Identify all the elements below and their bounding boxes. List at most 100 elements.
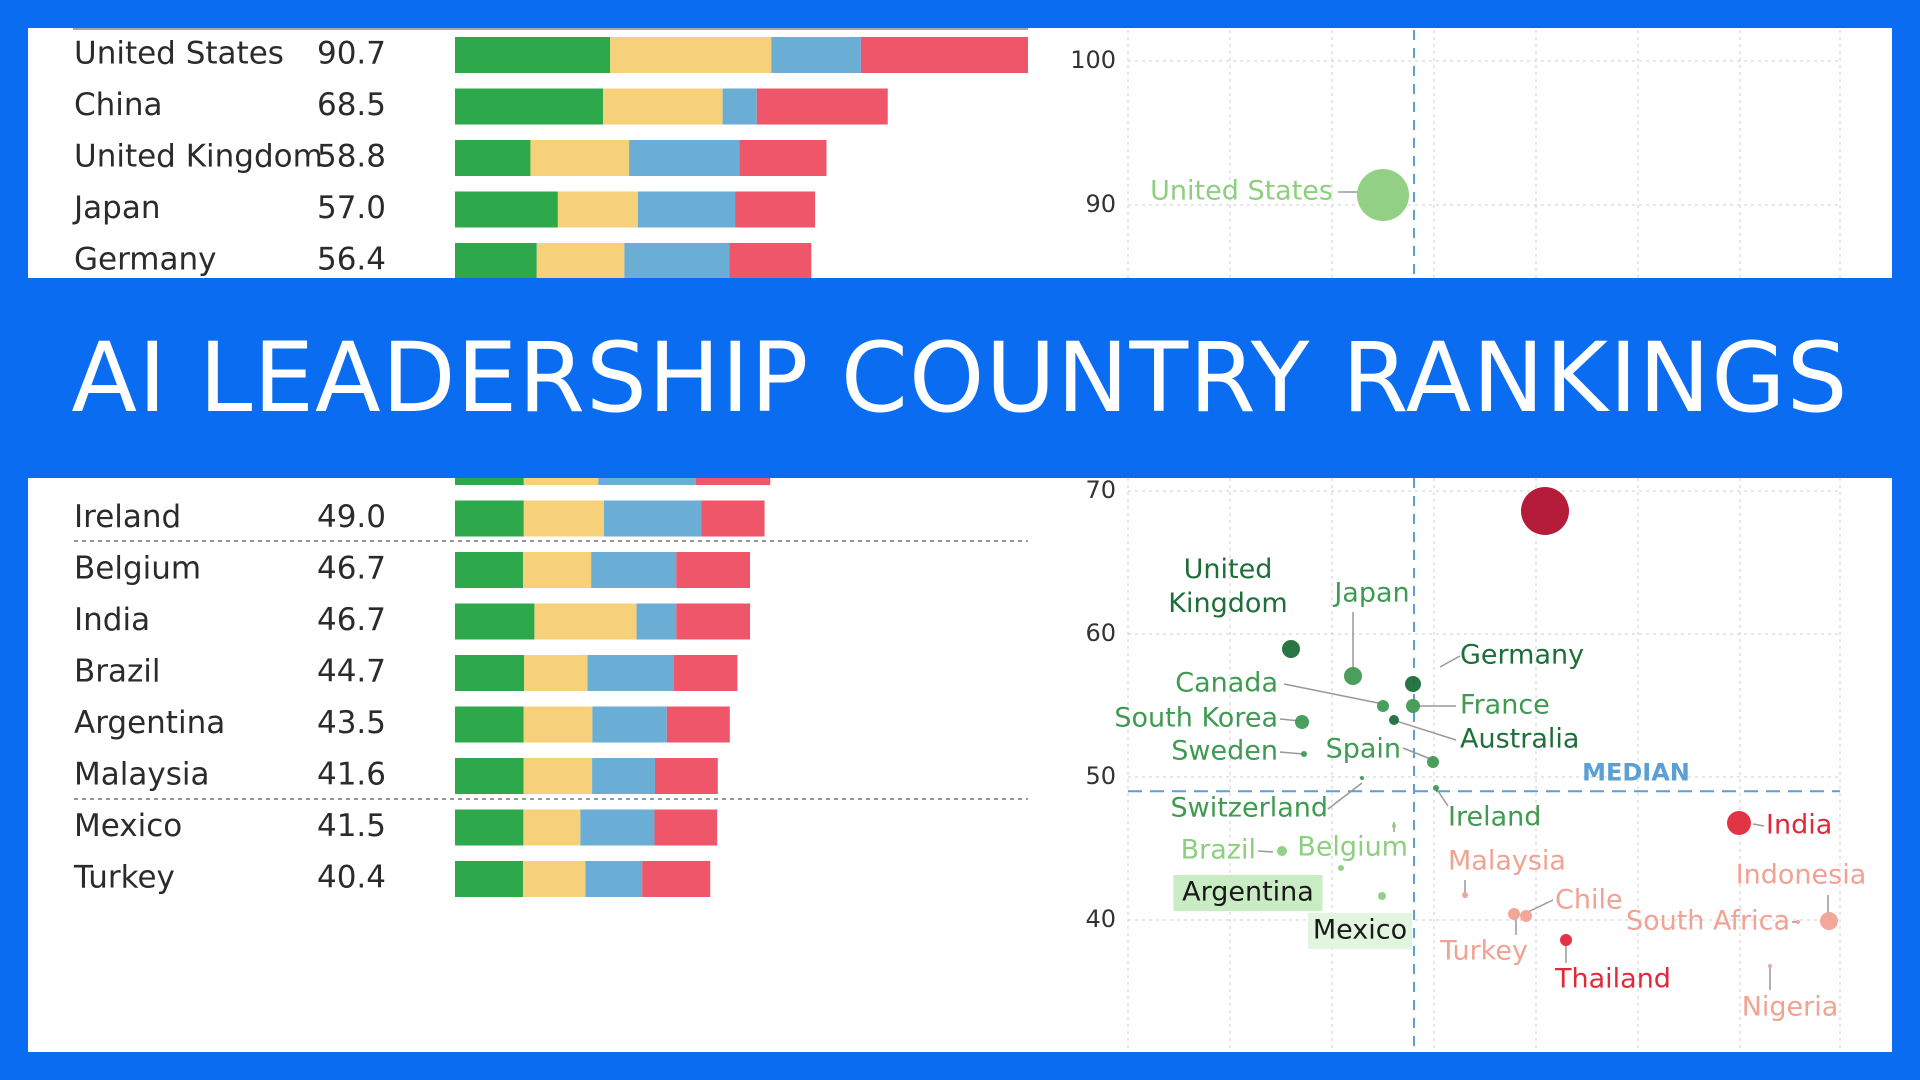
scatter-point-label-line: United (1184, 554, 1273, 585)
top-panel: United States 90.7 China 68.5 United Kingdom… (28, 28, 1892, 278)
scatter-point (1378, 892, 1386, 900)
bar-segment (598, 478, 696, 485)
bar-row: Germany 56.4 (74, 242, 812, 278)
scatter-point-group (1521, 487, 1569, 535)
bar-segment (756, 88, 888, 125)
bar-segment (580, 809, 655, 846)
scatter-point-label: Canada (1175, 668, 1278, 699)
scatter-point-label-line: Kingdom (1168, 588, 1287, 619)
y-tick-label: 40 (1085, 905, 1116, 933)
bar-segment (695, 478, 771, 485)
scatter-point-label: Nigeria (1742, 992, 1839, 1023)
bar-segment (603, 88, 723, 125)
bar-row: Mexico 41.5 (74, 808, 718, 846)
country-label: China (74, 87, 163, 123)
bar-segment (654, 809, 718, 846)
bar-segment (624, 243, 730, 278)
bar-segment (604, 500, 702, 537)
scatter-point-group: Canada (1175, 668, 1389, 712)
scatter-point-group: Brazil (1181, 835, 1287, 866)
scatter-point (1377, 700, 1389, 712)
scatter-point-group: United Kingdom (1168, 554, 1300, 658)
bar-segment (455, 706, 524, 743)
bar-segment (523, 758, 593, 794)
country-label: Ireland (74, 499, 181, 535)
bar-segment (524, 655, 588, 691)
score-label: 58.8 (317, 139, 386, 175)
scatter-point (1462, 892, 1468, 898)
scatter-point (1508, 908, 1520, 920)
scatter-point-label: Mexico (1313, 915, 1407, 946)
scatter-point (1392, 824, 1396, 828)
scatter-point-label: Japan (1332, 578, 1409, 609)
scatter-point (1360, 776, 1364, 780)
scatter-point-label: Chile (1555, 885, 1623, 916)
bar-segment (722, 88, 757, 125)
scatter-point-group: Indonesia (1736, 860, 1866, 930)
scatter-point (1406, 699, 1420, 713)
bar-row: United States 90.7 (74, 36, 1028, 73)
scatter-point (1560, 934, 1572, 946)
scatter-point-group: France (1406, 690, 1550, 721)
bar-segment (455, 37, 611, 73)
scatter-point-group: United States (1150, 169, 1409, 221)
scatter-point (1796, 920, 1800, 924)
bar-segment (587, 655, 674, 691)
country-label: India (74, 602, 150, 638)
bottom-chart-svg: Switzerland49.9 Ireland 49.0 Belgium 46.7 Ind… (73, 478, 1866, 1052)
bar-segment (455, 655, 525, 691)
score-label: 41.6 (317, 757, 386, 793)
bar-row: Switzerland 49.9 (74, 478, 771, 485)
bar-segment (610, 37, 772, 73)
bar-segment (637, 191, 736, 228)
scatter-point-group: Spain (1326, 734, 1439, 768)
score-label: 49.0 (317, 499, 386, 535)
bar-row: Brazil 44.7 (74, 654, 738, 691)
bar-segment (585, 861, 643, 897)
bottom-panel: Switzerland49.9 Ireland 49.0 Belgium 46.7 Ind… (28, 478, 1892, 1052)
scatter-point-label: Thailand (1554, 964, 1671, 995)
scatter-point-group: India (1727, 810, 1832, 841)
bar-segment (536, 243, 625, 278)
scatter-point-label: Brazil (1181, 835, 1256, 866)
country-label: Belgium (74, 551, 201, 587)
title-banner: AI LEADERSHIP COUNTRY RANKINGS (0, 278, 1920, 478)
scatter-point-label: Spain (1326, 734, 1401, 765)
country-label: Switzerland (74, 478, 255, 484)
label-connector (1435, 787, 1449, 807)
scatter-point (1295, 715, 1309, 729)
scatter-point (1338, 865, 1344, 871)
scatter-point (1427, 756, 1439, 768)
bar-segment (592, 706, 667, 743)
bar-segment (455, 809, 524, 846)
scatter-point-label: United Kingdom (1168, 554, 1287, 619)
scatter-point (1389, 715, 1399, 725)
bar-segment (739, 140, 827, 176)
country-label: United Kingdom (74, 139, 323, 175)
scatter-point-group: Mexico (1308, 892, 1412, 949)
bar-row: Turkey 40.4 (73, 860, 711, 897)
score-label: 46.7 (317, 602, 386, 638)
score-label: 68.5 (317, 87, 386, 123)
scatter-point-group: Malaysia (1448, 846, 1566, 898)
y-tick-label: 70 (1085, 478, 1116, 504)
label-highlight (1173, 875, 1323, 911)
label-connector (1257, 850, 1274, 853)
country-label: United States (74, 36, 284, 72)
bar-segment (673, 655, 738, 691)
scatter-point-group: Germany (1405, 640, 1584, 692)
bar-segment (523, 500, 605, 537)
label-connector (1752, 823, 1765, 827)
median-label: MEDIAN (1582, 758, 1690, 786)
bar-segment (629, 140, 740, 176)
score-label: 56.4 (317, 242, 386, 278)
country-label: Turkey (73, 860, 175, 896)
bar-segment (523, 478, 599, 485)
scatter-point-label: South Korea (1114, 703, 1278, 734)
score-label: 57.0 (317, 190, 386, 226)
bar-segment (455, 140, 531, 176)
scatter-point-group: Sweden (1171, 736, 1307, 767)
bar-segment (735, 191, 816, 228)
score-label: 41.5 (317, 808, 386, 844)
scatter-point-label: Turkey (1439, 936, 1528, 967)
